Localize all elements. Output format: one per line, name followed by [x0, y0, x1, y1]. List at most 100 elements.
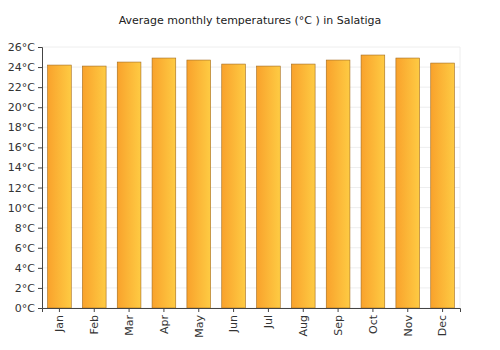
axis-line — [38, 48, 43, 309]
y-axis: 0°C 2°C 4°C 6°C 8°C 10°C 12°C 14°C 16°C 18°C 20°C 2… — [8, 41, 43, 315]
tick: Aug — [297, 308, 310, 336]
tick: 16°C — [8, 141, 42, 154]
bar — [291, 64, 315, 308]
tick: 4°C — [15, 262, 42, 275]
tick-label: 2°C — [15, 282, 35, 295]
tick: 26°C — [8, 41, 42, 54]
tick-label: 22°C — [8, 81, 35, 94]
tick: 18°C — [8, 121, 42, 134]
tick: 14°C — [8, 161, 42, 174]
bar — [187, 60, 211, 308]
tick-mark — [38, 167, 42, 168]
frame — [460, 47, 461, 308]
tick: 6°C — [15, 242, 42, 255]
bar — [257, 66, 281, 308]
tick: Nov — [402, 308, 415, 336]
tick-label: 10°C — [8, 202, 35, 215]
tick-mark — [338, 308, 339, 312]
tick-mark — [38, 308, 42, 309]
tick: Dec — [436, 308, 449, 336]
tick: Jun — [227, 308, 240, 333]
tick-label: 0°C — [15, 302, 35, 315]
chart: Average monthly temperatures (°C ) in Sa… — [0, 0, 500, 350]
tick-mark — [268, 308, 269, 312]
tick: 24°C — [8, 61, 42, 74]
tick-label: Mar — [123, 315, 136, 336]
tick-mark — [198, 308, 199, 312]
axis-line — [43, 309, 461, 313]
tick: Mar — [123, 308, 136, 336]
bar — [222, 64, 246, 308]
tick-label: 26°C — [8, 41, 35, 54]
tick: Apr — [158, 308, 171, 334]
tick: Sep — [332, 308, 345, 336]
tick-label: 4°C — [15, 262, 35, 275]
bar — [82, 66, 106, 308]
tick-mark — [38, 288, 42, 289]
tick-mark — [38, 47, 42, 48]
tick: May — [193, 308, 206, 338]
tick-label: Aug — [297, 315, 310, 336]
tick-label: Jun — [227, 315, 240, 333]
tick: 2°C — [15, 282, 42, 295]
tick-label: 14°C — [8, 161, 35, 174]
tick-label: Nov — [402, 315, 415, 337]
tick-mark — [38, 147, 42, 148]
title: Average monthly temperatures (°C ) in Sa… — [119, 14, 382, 27]
tick-mark — [163, 308, 164, 312]
tick-mark — [38, 268, 42, 269]
bar — [431, 63, 455, 308]
tick-mark — [38, 228, 42, 229]
tick: 20°C — [8, 101, 42, 114]
tick: 8°C — [15, 222, 42, 235]
tick-mark — [129, 308, 130, 312]
bar — [152, 58, 176, 308]
tick-label: 12°C — [8, 182, 35, 195]
tick-mark — [407, 308, 408, 312]
grid — [42, 47, 460, 308]
tick-mark — [38, 248, 42, 249]
tick-mark — [372, 308, 373, 312]
tick-label: Sep — [332, 315, 345, 336]
tick-mark — [38, 67, 42, 68]
tick-label: Feb — [88, 315, 101, 334]
tick-label: 8°C — [15, 222, 35, 235]
tick-label: Jan — [53, 315, 66, 333]
tick: 0°C — [15, 302, 42, 315]
tick: Jan — [53, 308, 66, 333]
bars — [48, 55, 455, 308]
tick: 12°C — [8, 182, 42, 195]
tick-mark — [233, 308, 234, 312]
tick-label: 20°C — [8, 101, 35, 114]
bar — [117, 62, 141, 308]
tick: 10°C — [8, 202, 42, 215]
tick-label: Dec — [436, 315, 449, 336]
bar — [326, 60, 350, 308]
tick: 22°C — [8, 81, 42, 94]
tick-mark — [38, 208, 42, 209]
tick-mark — [94, 308, 95, 312]
tick-mark — [38, 127, 42, 128]
bar — [48, 65, 72, 308]
x-axis: Jan Feb Mar Apr May Jun Jul Aug Sep Oct Nov Dec — [43, 308, 461, 338]
tick-label: May — [193, 315, 206, 338]
tick-label: 18°C — [8, 121, 35, 134]
tick: Oct — [367, 308, 380, 334]
tick-label: 16°C — [8, 141, 35, 154]
tick-mark — [303, 308, 304, 312]
tick-label: 6°C — [15, 242, 35, 255]
bar — [361, 55, 385, 308]
bar — [396, 58, 420, 308]
grid-line — [42, 47, 460, 48]
plot: 0°C 2°C 4°C 6°C 8°C 10°C 12°C 14°C 16°C 18°C 20°C 2… — [8, 41, 461, 338]
tick-label: 24°C — [8, 61, 35, 74]
tick-mark — [59, 308, 60, 312]
tick-label: Apr — [158, 315, 171, 335]
tick: Feb — [88, 308, 101, 334]
tick: Jul — [262, 308, 275, 329]
tick-mark — [38, 87, 42, 88]
tick-mark — [442, 308, 443, 312]
tick-mark — [38, 188, 42, 189]
tick-label: Jul — [262, 315, 275, 329]
tick-mark — [38, 107, 42, 108]
